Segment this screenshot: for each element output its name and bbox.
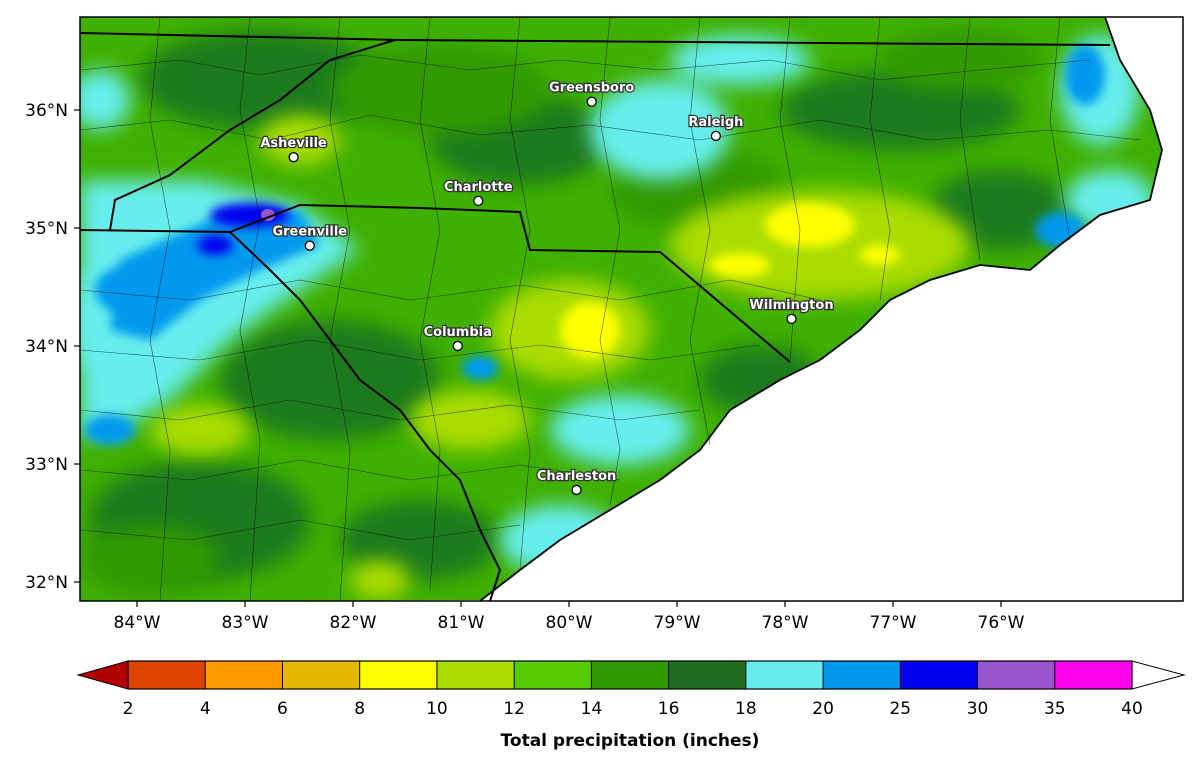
colorbar-segment <box>359 661 438 689</box>
colorbar-segment <box>436 661 515 689</box>
longitude-axis: 84°W 83°W 82°W 81°W 80°W 79°W 78°W 77°W 76°W <box>114 601 1025 633</box>
colorbar-tick-label: 6 <box>277 699 288 719</box>
map-frame <box>79 16 1184 602</box>
colorbar-segment <box>823 661 901 689</box>
lat-label: 36°N <box>25 101 68 121</box>
lon-label: 82°W <box>330 613 377 633</box>
lon-label: 76°W <box>978 613 1025 633</box>
colorbar-segment <box>900 661 979 689</box>
city-marker <box>586 96 597 107</box>
city-marker <box>288 152 299 163</box>
colorbar-segment <box>514 661 592 689</box>
field-8-10 <box>560 203 900 358</box>
state-borders <box>80 17 1163 601</box>
city-label: Greensboro <box>549 81 634 96</box>
colorbar-title: Total precipitation (inches) <box>501 731 760 751</box>
colorbar-tick-label: 20 <box>812 699 834 719</box>
colorbar-segment <box>282 661 361 689</box>
lat-label: 32°N <box>25 573 68 593</box>
colorbar-extend-low <box>76 660 129 690</box>
colorbar-tick-label: 14 <box>581 699 603 719</box>
colorbar-tick-label: 12 <box>503 699 525 719</box>
colorbar-tick-label: 16 <box>658 699 680 719</box>
colorbar-tick-label: 4 <box>200 699 211 719</box>
city-label: Raleigh <box>688 115 743 130</box>
ocean <box>480 17 1183 601</box>
colorbar-tick-label: 35 <box>1044 699 1066 719</box>
lon-label: 81°W <box>438 613 485 633</box>
lat-label: 35°N <box>25 219 68 239</box>
precipitation-field <box>80 17 1183 601</box>
colorbar-tick-label: 8 <box>354 699 365 719</box>
colorbar-segment <box>1054 661 1133 689</box>
colorbar-segment <box>591 661 670 689</box>
colorbar-extend-high <box>1131 660 1186 690</box>
colorbar-tick-label: 40 <box>1121 699 1143 719</box>
lat-label: 34°N <box>25 337 68 357</box>
city-marker <box>452 340 463 352</box>
colorbar-tick-label: 10 <box>426 699 448 719</box>
lat-label: 33°N <box>25 455 68 475</box>
lon-label: 77°W <box>870 613 917 633</box>
lon-label: 83°W <box>222 613 269 633</box>
colorbar-tick-label: 2 <box>123 699 134 719</box>
field-25-30 <box>197 203 290 255</box>
city-marker <box>786 313 797 325</box>
city-marker <box>473 195 484 207</box>
city-marker <box>571 484 582 496</box>
colorbar-tick-label: 18 <box>735 699 757 719</box>
colorbar-segment <box>205 661 283 689</box>
city-marker <box>304 240 315 251</box>
city-label: Columbia <box>424 325 492 340</box>
latitude-axis: 36°N 35°N 34°N 33°N 32°N <box>25 101 80 593</box>
colorbar-segment <box>977 661 1056 689</box>
colorbar: 2 4 6 8 10 12 14 16 18 20 25 30 35 40 <box>76 660 1186 719</box>
colorbar-tick-label: 25 <box>889 699 911 719</box>
city-marker <box>710 130 722 142</box>
county-lines <box>80 17 1141 601</box>
colorbar-segment <box>668 661 747 689</box>
colorbar-segment <box>745 661 824 689</box>
city-label: Greenville <box>272 225 347 240</box>
city-markers: Asheville Greensboro Raleigh Charlotte Green… <box>259 79 835 496</box>
lon-label: 78°W <box>762 613 809 633</box>
city-label: Charleston <box>537 469 616 484</box>
field-20-25 <box>85 45 1105 445</box>
lon-label: 84°W <box>114 613 161 633</box>
lon-label: 79°W <box>654 613 701 633</box>
lon-label: 80°W <box>546 613 593 633</box>
colorbar-tick-label: 30 <box>967 699 989 719</box>
colorbar-segment <box>128 661 206 689</box>
city-label: Charlotte <box>444 180 513 195</box>
city-label: Asheville <box>260 136 327 151</box>
city-label: Wilmington <box>749 298 833 313</box>
